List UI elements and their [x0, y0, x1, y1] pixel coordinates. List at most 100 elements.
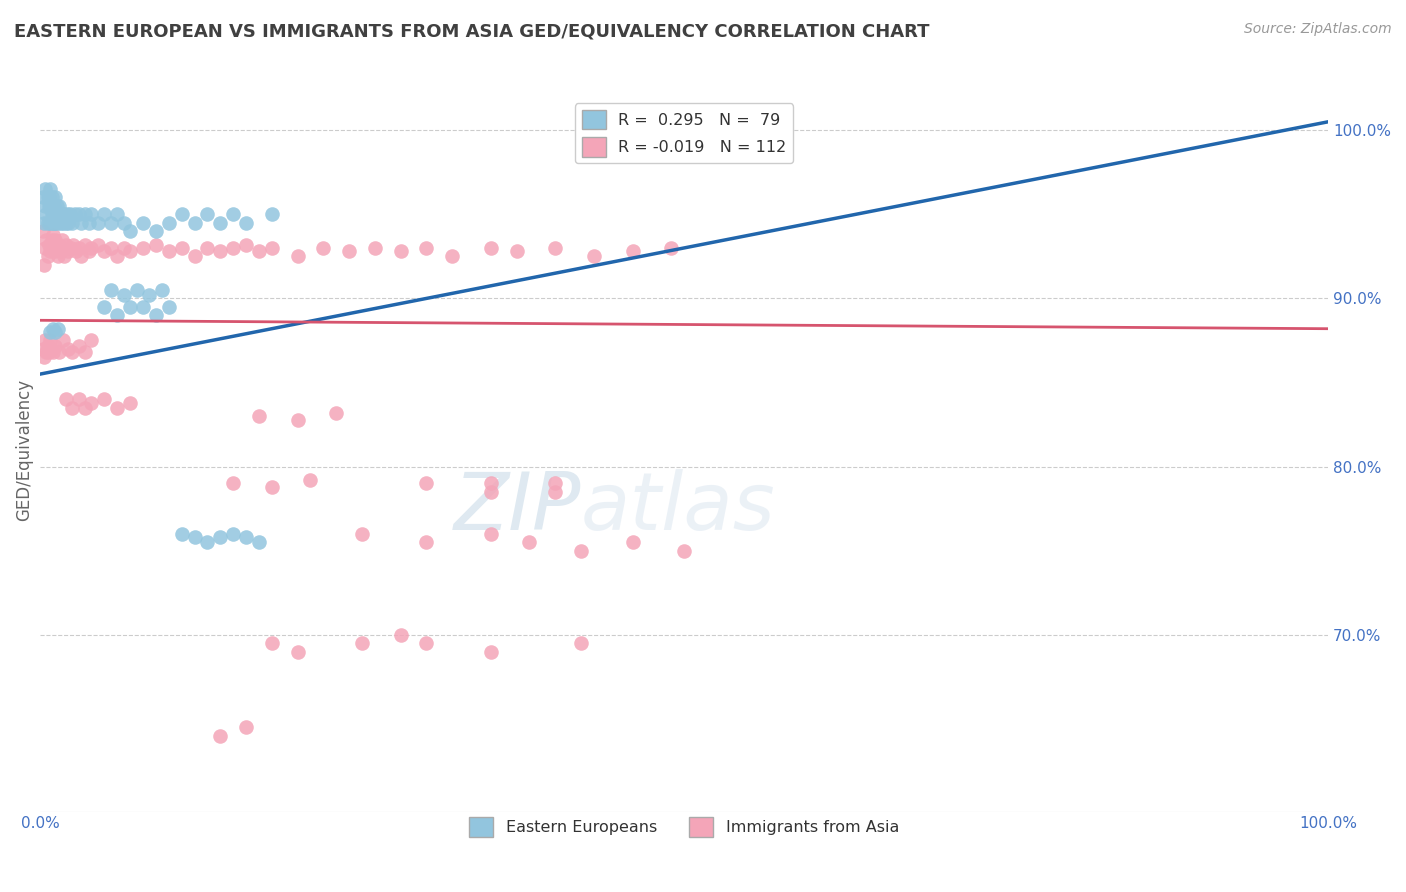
- Point: [132, 300, 155, 314]
- Point: [35, 207, 58, 221]
- Point: [80, 241, 103, 255]
- Point: [52, 241, 75, 255]
- Point: [80, 395, 103, 409]
- Point: [170, 241, 193, 255]
- Point: [41, 190, 63, 204]
- Point: [42, 207, 65, 221]
- Point: [44, 338, 66, 352]
- Point: [46, 249, 69, 263]
- Point: [209, 729, 232, 743]
- Point: [105, 249, 128, 263]
- Point: [45, 241, 67, 255]
- Point: [31, 224, 53, 238]
- Point: [48, 207, 70, 221]
- Point: [80, 334, 103, 348]
- Point: [55, 216, 77, 230]
- Point: [93, 300, 115, 314]
- Point: [44, 325, 66, 339]
- Point: [34, 199, 56, 213]
- Point: [87, 216, 110, 230]
- Point: [39, 199, 62, 213]
- Legend: Eastern Europeans, Immigrants from Asia: Eastern Europeans, Immigrants from Asia: [463, 811, 905, 843]
- Point: [44, 207, 66, 221]
- Point: [46, 322, 69, 336]
- Point: [222, 476, 245, 491]
- Point: [73, 401, 96, 415]
- Point: [120, 300, 142, 314]
- Point: [260, 207, 283, 221]
- Point: [247, 244, 270, 259]
- Point: [170, 527, 193, 541]
- Point: [42, 227, 65, 242]
- Point: [34, 182, 56, 196]
- Point: [287, 412, 309, 426]
- Point: [39, 325, 62, 339]
- Point: [621, 244, 644, 259]
- Y-axis label: GED/Equivalency: GED/Equivalency: [15, 379, 32, 521]
- Point: [415, 636, 437, 650]
- Point: [112, 241, 135, 255]
- Point: [55, 237, 77, 252]
- Text: atlas: atlas: [581, 468, 776, 547]
- Point: [38, 190, 60, 204]
- Point: [44, 244, 66, 259]
- Point: [235, 720, 257, 734]
- Point: [53, 249, 76, 263]
- Point: [58, 207, 80, 221]
- Point: [260, 241, 283, 255]
- Point: [235, 237, 257, 252]
- Point: [35, 345, 58, 359]
- Point: [120, 395, 142, 409]
- Point: [659, 241, 682, 255]
- Point: [42, 199, 65, 213]
- Point: [247, 535, 270, 549]
- Point: [44, 216, 66, 230]
- Point: [479, 484, 502, 499]
- Point: [260, 636, 283, 650]
- Point: [60, 345, 83, 359]
- Point: [197, 535, 219, 549]
- Point: [222, 241, 245, 255]
- Point: [42, 322, 65, 336]
- Point: [38, 345, 60, 359]
- Point: [60, 401, 83, 415]
- Point: [41, 233, 63, 247]
- Point: [197, 207, 219, 221]
- Point: [62, 237, 84, 252]
- Point: [222, 527, 245, 541]
- Point: [150, 283, 173, 297]
- Point: [80, 207, 103, 221]
- Point: [56, 207, 79, 221]
- Point: [569, 636, 592, 650]
- Point: [209, 216, 232, 230]
- Point: [31, 342, 53, 356]
- Point: [389, 244, 412, 259]
- Point: [235, 216, 257, 230]
- Point: [157, 300, 180, 314]
- Point: [260, 480, 283, 494]
- Point: [125, 283, 148, 297]
- Point: [70, 249, 93, 263]
- Point: [519, 535, 541, 549]
- Point: [59, 241, 82, 255]
- Point: [112, 216, 135, 230]
- Point: [67, 338, 90, 352]
- Point: [138, 288, 160, 302]
- Point: [337, 244, 360, 259]
- Point: [58, 342, 80, 356]
- Point: [479, 527, 502, 541]
- Point: [37, 338, 59, 352]
- Point: [39, 216, 62, 230]
- Point: [39, 334, 62, 348]
- Point: [32, 216, 55, 230]
- Point: [312, 241, 335, 255]
- Point: [42, 216, 65, 230]
- Point: [415, 476, 437, 491]
- Point: [70, 216, 93, 230]
- Point: [100, 241, 122, 255]
- Point: [58, 244, 80, 259]
- Point: [51, 207, 73, 221]
- Point: [157, 216, 180, 230]
- Point: [37, 249, 59, 263]
- Point: [44, 233, 66, 247]
